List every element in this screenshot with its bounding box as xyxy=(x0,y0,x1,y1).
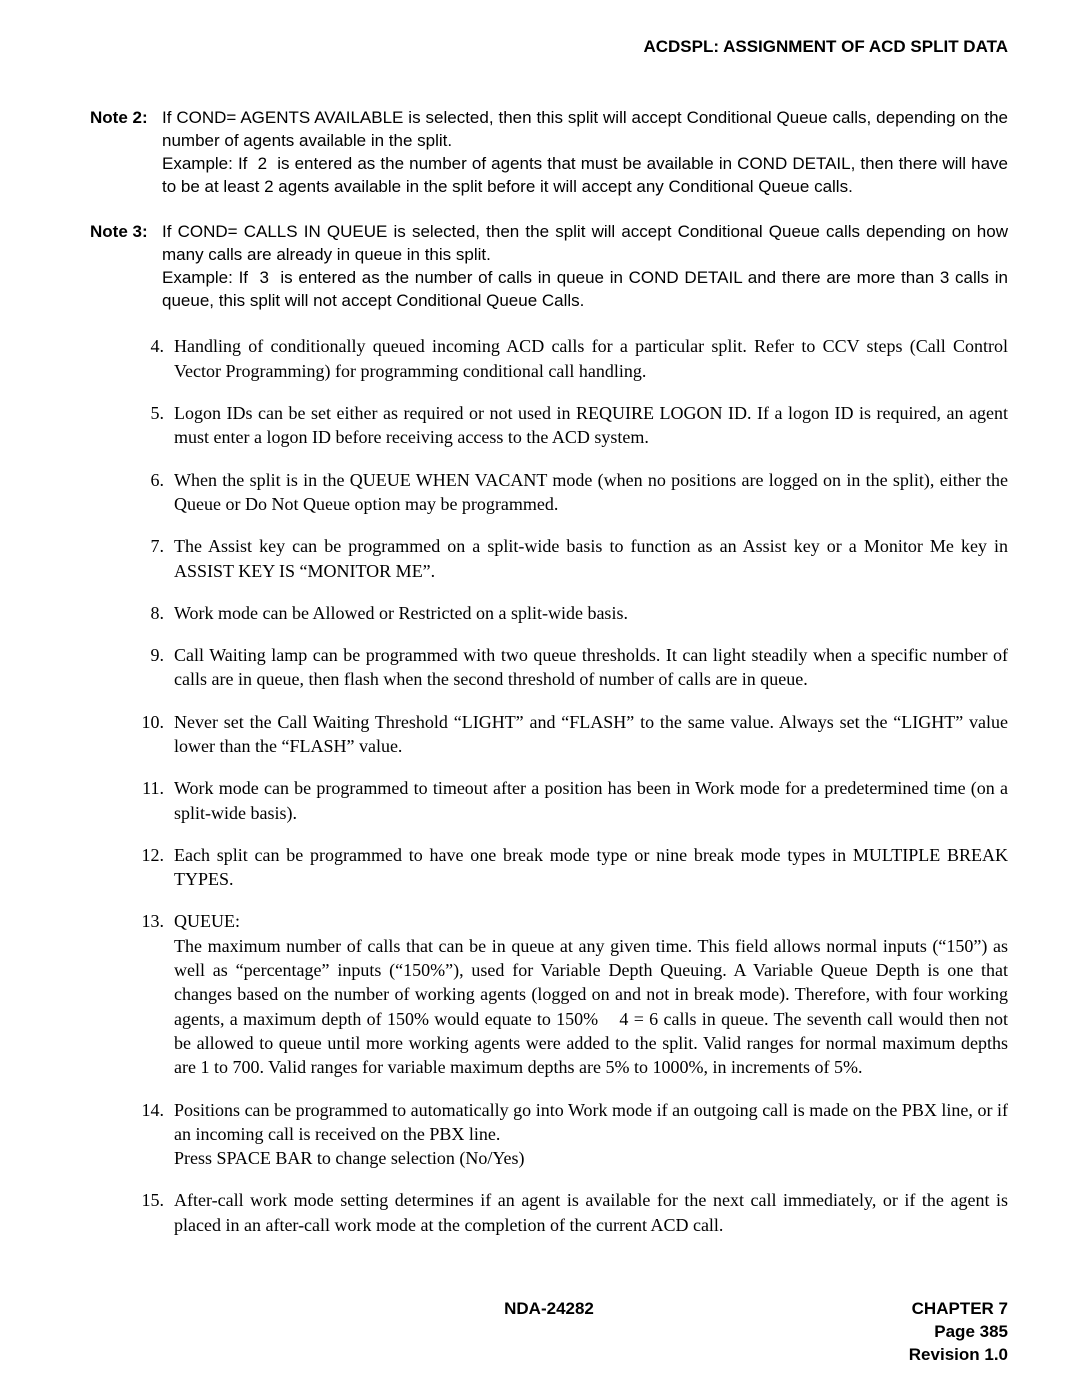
note-3-block: Note 3: If COND= CALLS IN QUEUE is selec… xyxy=(90,221,1008,313)
list-content: Never set the Call Waiting Threshold “LI… xyxy=(174,710,1008,759)
list-content: The Assist key can be programmed on a sp… xyxy=(174,534,1008,583)
list-content: When the split is in the QUEUE WHEN VACA… xyxy=(174,468,1008,517)
list-item: 8. Work mode can be Allowed or Restricte… xyxy=(140,601,1008,625)
list-item: 7. The Assist key can be programmed on a… xyxy=(140,534,1008,583)
list-item: 11. Work mode can be programmed to timeo… xyxy=(140,776,1008,825)
list-content: Logon IDs can be set either as required … xyxy=(174,401,1008,450)
note-3-content: If COND= CALLS IN QUEUE is selected, the… xyxy=(162,221,1008,313)
list-content: Work mode can be Allowed or Restricted o… xyxy=(174,601,1008,625)
numbered-list: 4. Handling of conditionally queued inco… xyxy=(140,334,1008,1237)
note-2-label: Note 2: xyxy=(90,107,162,199)
list-number: 8. xyxy=(140,601,174,625)
list-content: Each split can be programmed to have one… xyxy=(174,843,1008,892)
note-2-block: Note 2: If COND= AGENTS AVAILABLE is sel… xyxy=(90,107,1008,199)
list-number: 13. xyxy=(140,909,174,1079)
footer-right-block: CHAPTER 7 Page 385 Revision 1.0 xyxy=(909,1298,1008,1367)
list-item: 14. Positions can be programmed to autom… xyxy=(140,1098,1008,1171)
list-number: 5. xyxy=(140,401,174,450)
list-number: 14. xyxy=(140,1098,174,1171)
list-content: Call Waiting lamp can be programmed with… xyxy=(174,643,1008,692)
list-item: 4. Handling of conditionally queued inco… xyxy=(140,334,1008,383)
footer-document-id: NDA-24282 xyxy=(504,1298,594,1321)
list-item: 6. When the split is in the QUEUE WHEN V… xyxy=(140,468,1008,517)
list-item: 15. After-call work mode setting determi… xyxy=(140,1188,1008,1237)
footer-chapter: CHAPTER 7 xyxy=(909,1298,1008,1321)
list-number: 12. xyxy=(140,843,174,892)
list-number: 6. xyxy=(140,468,174,517)
list-number: 4. xyxy=(140,334,174,383)
list-content: Positions can be programmed to automatic… xyxy=(174,1098,1008,1171)
list-item: 9. Call Waiting lamp can be programmed w… xyxy=(140,643,1008,692)
list-number: 7. xyxy=(140,534,174,583)
list-number: 11. xyxy=(140,776,174,825)
list-content: Handling of conditionally queued incomin… xyxy=(174,334,1008,383)
list-number: 10. xyxy=(140,710,174,759)
list-content: QUEUE:The maximum number of calls that c… xyxy=(174,909,1008,1079)
list-content: After-call work mode setting determines … xyxy=(174,1188,1008,1237)
page-header-title: ACDSPL: ASSIGNMENT OF ACD SPLIT DATA xyxy=(90,36,1008,59)
list-number: 15. xyxy=(140,1188,174,1237)
page-footer: NDA-24282 CHAPTER 7 Page 385 Revision 1.… xyxy=(90,1298,1008,1367)
list-item: 5. Logon IDs can be set either as requir… xyxy=(140,401,1008,450)
note-2-content: If COND= AGENTS AVAILABLE is selected, t… xyxy=(162,107,1008,199)
list-item: 10. Never set the Call Waiting Threshold… xyxy=(140,710,1008,759)
list-number: 9. xyxy=(140,643,174,692)
footer-page: Page 385 xyxy=(909,1321,1008,1344)
list-item: 12. Each split can be programmed to have… xyxy=(140,843,1008,892)
list-content: Work mode can be programmed to timeout a… xyxy=(174,776,1008,825)
footer-revision: Revision 1.0 xyxy=(909,1344,1008,1367)
note-3-label: Note 3: xyxy=(90,221,162,313)
list-item: 13. QUEUE:The maximum number of calls th… xyxy=(140,909,1008,1079)
